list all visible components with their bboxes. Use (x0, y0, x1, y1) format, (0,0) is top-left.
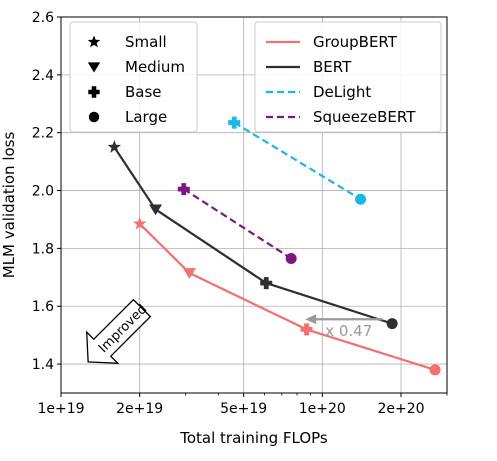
legend-marker-large (88, 111, 100, 123)
data-point-bert-small (107, 140, 121, 153)
data-point-groupbert-large (429, 364, 441, 376)
series-line-groupbert (138, 223, 436, 371)
data-point-delight-base (228, 116, 241, 129)
legend-label-bert: BERT (313, 58, 352, 76)
y-tick-label: 2.0 (32, 184, 54, 200)
series-legend: GroupBERT BERT DeLight SqueezeBERT (254, 21, 442, 133)
data-point-delight-large (355, 193, 367, 205)
legend-label-base: Base (125, 83, 162, 101)
series-layer (107, 116, 441, 376)
data-point-bert-large (386, 318, 398, 330)
legend-label-large: Large (125, 108, 167, 126)
x-tick-label: 5e+19 (220, 401, 267, 417)
legend-marker-base (88, 86, 100, 98)
legend-marker-medium (87, 62, 101, 73)
x-axis-label: Total training FLOPs (179, 429, 328, 447)
y-tick-label: 2.4 (32, 68, 54, 84)
speedup-arrow-head (305, 314, 317, 325)
data-point-squeezebert-large (285, 253, 297, 265)
plot-frame (60, 16, 448, 394)
data-point-groupbert-medium (182, 268, 196, 279)
marker-legend-box (69, 21, 198, 133)
x-tick-label: 2e+19 (116, 401, 163, 417)
legend-label-squeezebert: SqueezeBERT (313, 108, 416, 126)
series-bert (107, 140, 398, 330)
data-point-groupbert-base (300, 323, 313, 336)
y-tick-label: 2.6 (32, 10, 54, 26)
legend-label-small: Small (125, 33, 167, 51)
data-point-squeezebert-base (177, 183, 190, 196)
improved-arrow-shape (85, 298, 152, 365)
x-tick-label: 2e+20 (377, 401, 424, 417)
marker-legend: Small Medium Base Large (69, 21, 198, 133)
legend-label-delight: DeLight (313, 83, 371, 101)
legend-label-medium: Medium (125, 58, 185, 76)
x-tick-label: 1e+19 (37, 401, 84, 417)
series-groupbert (133, 216, 441, 376)
legend-layer: Small Medium Base Large GroupBERT BERT DeLight… (69, 21, 442, 133)
series-line-delight (233, 121, 362, 201)
series-legend-box (254, 21, 442, 133)
y-tick-label: 1.4 (32, 357, 54, 373)
speedup-annotation: x 0.47 (325, 322, 372, 340)
y-tick-label: 1.6 (32, 299, 54, 315)
axes: 1e+19 2e+19 5e+19 1e+20 2e+20 1.4 1.6 1.8 2.0 2.2… (32, 10, 448, 417)
series-line-bert (113, 146, 393, 325)
y-axis-label: MLM validation loss (0, 132, 18, 279)
y-tick-label: 1.8 (32, 241, 54, 257)
data-point-bert-base (260, 277, 273, 290)
series-squeezebert (177, 183, 297, 265)
data-point-bert-medium (149, 204, 163, 216)
y-tick-label: 2.2 (32, 126, 54, 142)
legend-label-groupbert: GroupBERT (313, 33, 398, 51)
series-delight (228, 116, 367, 205)
x-tick-label: 1e+20 (299, 401, 346, 417)
legend-marker-small (87, 35, 101, 48)
data-point-groupbert-small (133, 216, 147, 230)
